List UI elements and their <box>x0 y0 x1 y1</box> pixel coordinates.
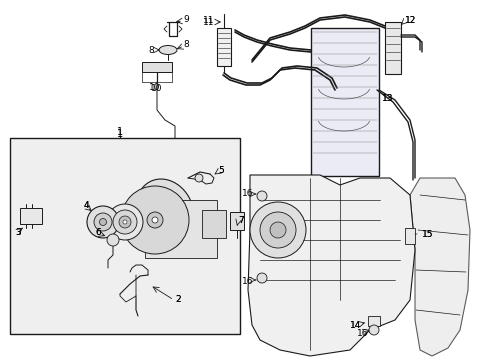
Text: 3: 3 <box>15 228 21 237</box>
Circle shape <box>152 217 158 223</box>
Text: 10: 10 <box>151 84 163 93</box>
Text: 13: 13 <box>381 94 393 103</box>
Text: 8: 8 <box>183 40 188 49</box>
Circle shape <box>94 213 112 231</box>
Text: 13: 13 <box>381 94 393 103</box>
Text: 16: 16 <box>357 328 368 338</box>
Bar <box>145 200 217 258</box>
Text: 16: 16 <box>242 189 253 198</box>
Text: 3: 3 <box>15 228 21 237</box>
Polygon shape <box>247 175 414 356</box>
Bar <box>384 22 400 74</box>
Circle shape <box>123 220 127 224</box>
Text: 1: 1 <box>117 129 123 139</box>
Ellipse shape <box>159 45 177 54</box>
Bar <box>20 208 42 224</box>
Bar <box>142 62 172 72</box>
Circle shape <box>99 219 106 225</box>
Text: 8: 8 <box>148 45 154 54</box>
Text: 4: 4 <box>83 201 89 210</box>
Bar <box>217 28 230 66</box>
Text: 9: 9 <box>183 14 188 23</box>
Text: 10: 10 <box>149 82 161 91</box>
Text: 5: 5 <box>218 166 224 175</box>
Circle shape <box>119 216 131 228</box>
Text: 4: 4 <box>83 201 89 210</box>
Circle shape <box>257 191 266 201</box>
Circle shape <box>107 234 119 246</box>
Text: 15: 15 <box>421 230 433 239</box>
Text: 16: 16 <box>242 276 253 285</box>
Text: 7: 7 <box>238 216 243 225</box>
Circle shape <box>257 273 266 283</box>
Circle shape <box>195 174 203 182</box>
Text: 11: 11 <box>203 15 214 24</box>
Bar <box>367 316 379 326</box>
Text: 15: 15 <box>421 230 433 239</box>
Polygon shape <box>409 178 469 356</box>
Circle shape <box>269 222 285 238</box>
Circle shape <box>368 325 378 335</box>
Bar <box>404 228 414 244</box>
Bar <box>202 210 225 238</box>
Text: 5: 5 <box>218 166 224 175</box>
Text: 7: 7 <box>238 216 243 225</box>
Circle shape <box>147 212 163 228</box>
Text: 6: 6 <box>95 228 101 237</box>
Circle shape <box>107 204 142 240</box>
Bar <box>10 138 240 334</box>
Circle shape <box>121 186 189 254</box>
Bar <box>229 212 244 230</box>
Text: 12: 12 <box>404 15 415 24</box>
Circle shape <box>87 206 119 238</box>
Text: 14: 14 <box>349 321 361 330</box>
Text: 2: 2 <box>175 296 180 305</box>
Circle shape <box>260 212 295 248</box>
Circle shape <box>113 210 137 234</box>
Bar <box>310 28 378 176</box>
Polygon shape <box>134 179 194 257</box>
Text: 11: 11 <box>203 18 214 27</box>
Text: 6: 6 <box>95 228 101 237</box>
Text: 1: 1 <box>117 127 123 137</box>
Text: 12: 12 <box>404 15 415 24</box>
Circle shape <box>249 202 305 258</box>
Text: 14: 14 <box>349 321 361 330</box>
Text: 2: 2 <box>175 296 180 305</box>
